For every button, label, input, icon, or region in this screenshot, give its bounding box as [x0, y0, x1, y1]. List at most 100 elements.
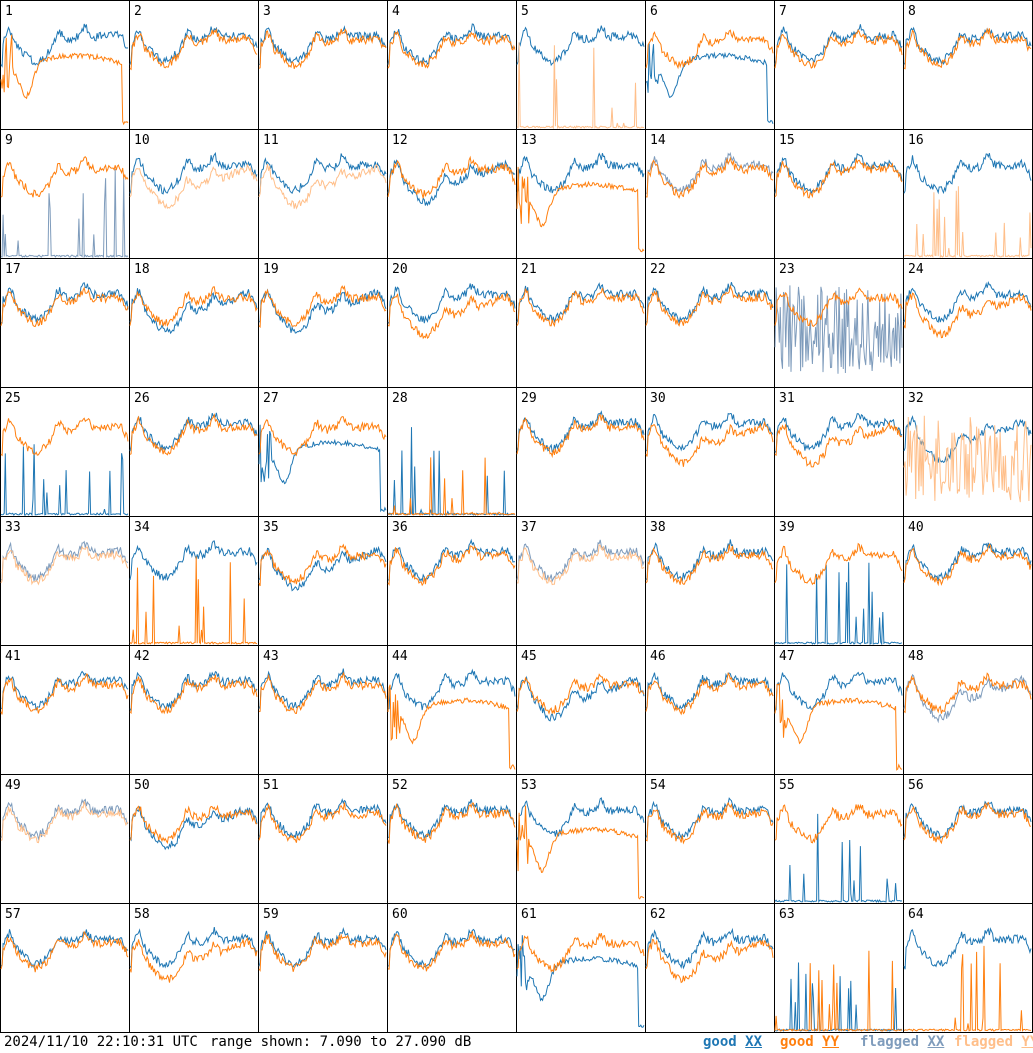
panel-number: 58: [134, 907, 150, 922]
trace-yy: [258, 802, 387, 843]
panel-frame: [516, 516, 646, 646]
panel-frame: [516, 258, 646, 388]
panel-63: 63: [774, 903, 904, 1033]
trace-xx: [774, 671, 903, 711]
panel-23: 23: [774, 258, 904, 388]
panel-26: 26: [129, 387, 259, 517]
status-footer: 2024/11/10 22:10:31 UTC range shown: 7.0…: [0, 1033, 1033, 1053]
trace-xx: [774, 813, 903, 904]
legend-good-xx: good XX: [703, 1034, 762, 1050]
panel-number: 63: [779, 907, 795, 922]
trace-yy: [516, 166, 645, 253]
panel-number: 62: [650, 907, 666, 922]
panel-59: 59: [258, 903, 388, 1033]
panel-frame: [516, 0, 646, 130]
panel-43: 43: [258, 645, 388, 775]
panel-frame: [645, 387, 775, 517]
trace-yy: [129, 937, 258, 983]
trace-xx: [645, 412, 774, 452]
trace-yy: [387, 30, 516, 69]
legend-good-xx-pol: XX: [745, 1034, 763, 1050]
panel-40: 40: [903, 516, 1033, 646]
panel-frame: [0, 0, 130, 130]
panel-number: 60: [392, 907, 408, 922]
trace-yy: [387, 545, 516, 587]
panel-7: 7: [774, 0, 904, 130]
panel-55: 55: [774, 774, 904, 904]
panel-frame: [516, 387, 646, 517]
trace-xx: [516, 25, 645, 67]
trace-yy: [258, 28, 387, 69]
panel-frame: [387, 387, 517, 517]
legend-good-yy-word: good: [780, 1034, 814, 1050]
panel-frame: [645, 903, 775, 1033]
trace-yy: [0, 930, 129, 973]
panel-19: 19: [258, 258, 388, 388]
panel-number: 20: [392, 262, 408, 277]
range-shown: range shown: 7.090 to 27.090 dB: [210, 1034, 472, 1050]
trace-yy: [0, 156, 129, 198]
panel-number: 38: [650, 520, 666, 535]
panel-number: 15: [779, 133, 795, 148]
panel-frame: [387, 129, 517, 259]
panel-frame: [903, 258, 1033, 388]
trace-xx: [774, 24, 903, 65]
panel-number: 31: [779, 391, 795, 406]
trace-yy: [387, 457, 516, 517]
panel-frame: [129, 258, 259, 388]
panel-frame: [645, 0, 775, 130]
trace-xx: [516, 935, 645, 1028]
panel-frame: [258, 645, 388, 775]
panel-frame: [0, 516, 130, 646]
trace-yy: [774, 28, 903, 69]
panel-frame: [903, 0, 1033, 130]
panel-62: 62: [645, 903, 775, 1033]
trace-xx: [774, 285, 903, 374]
panel-30: 30: [645, 387, 775, 517]
trace-xx: [903, 542, 1032, 582]
panel-36: 36: [387, 516, 517, 646]
panel-14: 14: [645, 129, 775, 259]
trace-xx: [903, 800, 1032, 839]
trace-yy: [903, 945, 1032, 1032]
panel-frame: [258, 774, 388, 904]
panel-frame: [387, 774, 517, 904]
panel-39: 39: [774, 516, 904, 646]
panel-number: 6: [650, 4, 658, 19]
panel-frame: [645, 645, 775, 775]
trace-yy: [903, 801, 1032, 845]
panel-number: 2: [134, 4, 142, 19]
panel-frame: [129, 903, 259, 1033]
panel-3: 3: [258, 0, 388, 130]
panel-46: 46: [645, 645, 775, 775]
trace-xx: [258, 424, 387, 513]
trace-xx: [774, 152, 903, 196]
panel-number: 7: [779, 4, 787, 19]
panel-frame: [774, 774, 904, 904]
panel-8: 8: [903, 0, 1033, 130]
trace-xx: [129, 151, 258, 195]
panel-frame: [516, 774, 646, 904]
legend-good-yy-pol: YY: [822, 1034, 840, 1050]
panel-frame: [129, 129, 259, 259]
panel-frame: [0, 258, 130, 388]
panel-frame: [645, 516, 775, 646]
trace-yy: [645, 544, 774, 585]
trace-yy: [774, 542, 903, 586]
panel-frame: [387, 258, 517, 388]
panel-45: 45: [516, 645, 646, 775]
panel-number: 54: [650, 778, 666, 793]
panel-number: 23: [779, 262, 795, 277]
trace-yy: [0, 545, 129, 586]
panel-12: 12: [387, 129, 517, 259]
legend-flagged-xx-word: flagged: [860, 1034, 920, 1050]
panel-frame: [903, 774, 1033, 904]
trace-yy: [516, 805, 645, 900]
panel-number: 33: [5, 520, 21, 535]
panel-number: 5: [521, 4, 529, 19]
trace-xx: [0, 540, 129, 583]
panel-number: 35: [263, 520, 279, 535]
panel-number: 8: [908, 4, 916, 19]
panel-number: 28: [392, 391, 408, 406]
